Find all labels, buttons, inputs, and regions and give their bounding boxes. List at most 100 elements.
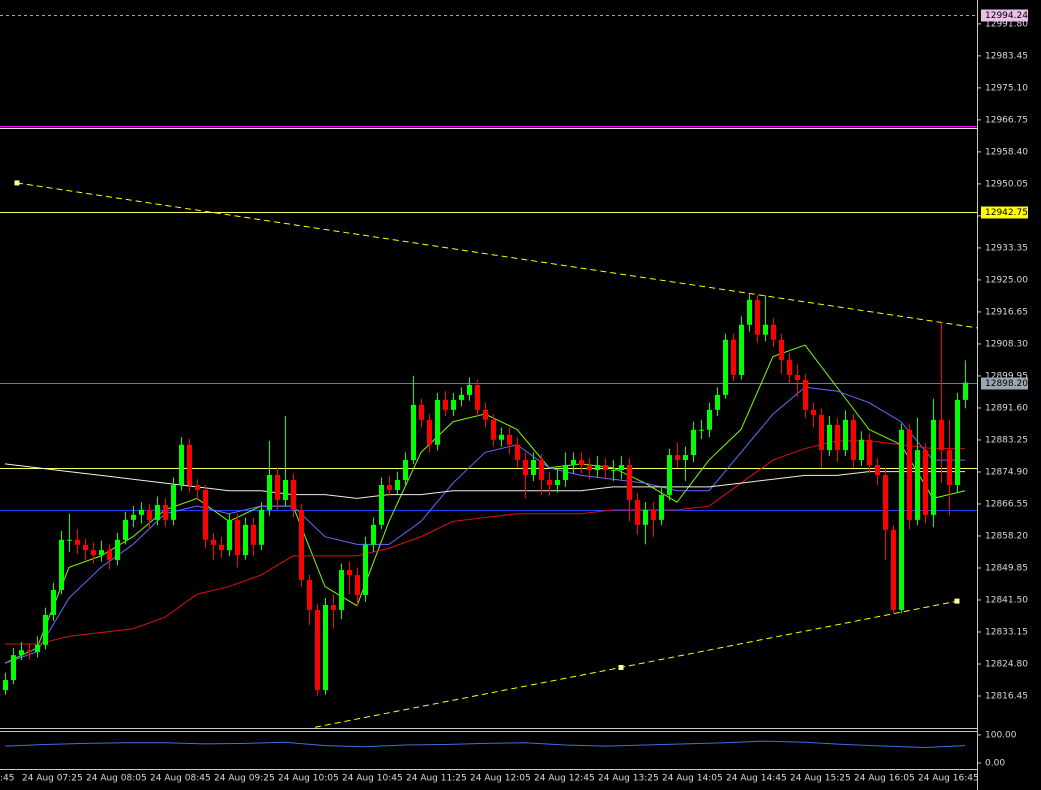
candle-body [187,444,192,485]
y-tick-label: 12925.00 [985,275,1028,285]
y-tick-label: 12816.45 [985,691,1028,701]
y-tick-label: 12858.20 [985,531,1028,541]
y-tick-label: 12958.40 [985,147,1028,157]
candle-body [243,524,248,556]
candle-body [339,570,344,610]
candle-body [595,465,600,471]
candle-body [651,509,656,520]
candle-body [779,339,784,361]
candle-body [611,470,616,472]
candle-body [251,524,256,545]
candle-body [571,460,576,466]
candle-body [219,544,224,551]
candle-body [643,509,648,525]
candle-body [307,580,312,610]
candle-body [875,465,880,476]
y-tick-label: 12966.75 [985,115,1028,125]
y-tick-label: 12891.60 [985,403,1028,413]
y-tick-label: 12874.90 [985,467,1028,477]
candle-body [603,465,608,471]
candle-body [195,484,200,490]
candle-body [283,480,288,500]
candle-body [923,450,928,515]
level-label: 12898.20 [985,379,1028,389]
candle-body [179,444,184,485]
candle-body [35,644,40,653]
candle-body [475,384,480,410]
x-tick-label: 24 Aug 08:45 [150,774,211,784]
candle-body [259,509,264,545]
y-tick-label: 12849.85 [985,563,1028,573]
candle-body [19,650,24,656]
candle-body [83,544,88,551]
moving-average [4,463,965,499]
candle-body [859,439,864,461]
candle-body [483,409,488,420]
candle-body [451,399,456,410]
candle-body [891,529,896,610]
x-tick-label: 24 Aug 08:05 [86,774,147,784]
y-tick-label: 12841.50 [985,595,1028,605]
candle-body [11,655,16,681]
candle-body [211,539,216,545]
candle-body [579,460,584,466]
y-tick-label: 12908.30 [985,339,1028,349]
level-label-box [981,9,1028,22]
trendline-anchor [954,598,960,604]
candle-body [555,480,560,485]
candle-body [107,550,112,561]
osc-tick-label: 100.00 [985,730,1017,740]
candle-body [163,504,168,520]
candle-body [155,504,160,520]
candle-body [115,539,120,561]
candle-body [683,455,688,461]
trendline-anchor [14,180,20,186]
level-label-box [981,377,1028,390]
x-tick-label: 24 Aug 12:45 [534,774,595,784]
x-tick-label: 24 Aug 10:05 [278,774,339,784]
level-label: 12942.75 [985,208,1028,218]
y-tick-label: 12866.55 [985,499,1028,509]
candle-body [235,519,240,556]
candle-body [419,404,424,420]
candle-body [123,519,128,540]
candle-body [811,409,816,415]
candle-body [443,399,448,410]
candle-body [523,460,528,476]
candle-body [99,550,104,556]
trendline [16,182,977,329]
candle-body [907,429,912,520]
candle-body [867,439,872,466]
candle-body [707,409,712,430]
candle-body [459,394,464,400]
candle-body [827,424,832,451]
candle-body [715,394,720,410]
y-tick-label: 12991.80 [985,19,1028,29]
x-tick-label: 24 Aug 10:45 [342,774,403,784]
candle-body [515,444,520,461]
candle-body [387,484,392,490]
candle-body [963,382,968,400]
candle-body [363,544,368,595]
x-tick-label: 24 Aug 15:25 [790,774,851,784]
x-tick-label: 24 Aug 16:45 [918,774,979,784]
candle-body [467,384,472,395]
candle-body [3,680,8,691]
candle-body [675,455,680,461]
moving-average [5,440,965,645]
candle-body [43,614,48,645]
candle-body [819,414,824,451]
candle-body [955,399,960,485]
candle-body [899,429,904,610]
candle-body [547,480,552,485]
candle-body [539,460,544,481]
candle-body [835,424,840,451]
candle-body [507,434,512,445]
candle-body [331,604,336,610]
candle-body [75,539,80,545]
candle-body [883,475,888,530]
candle-body [771,324,776,340]
candle-body [531,460,536,476]
candle-body [691,429,696,456]
